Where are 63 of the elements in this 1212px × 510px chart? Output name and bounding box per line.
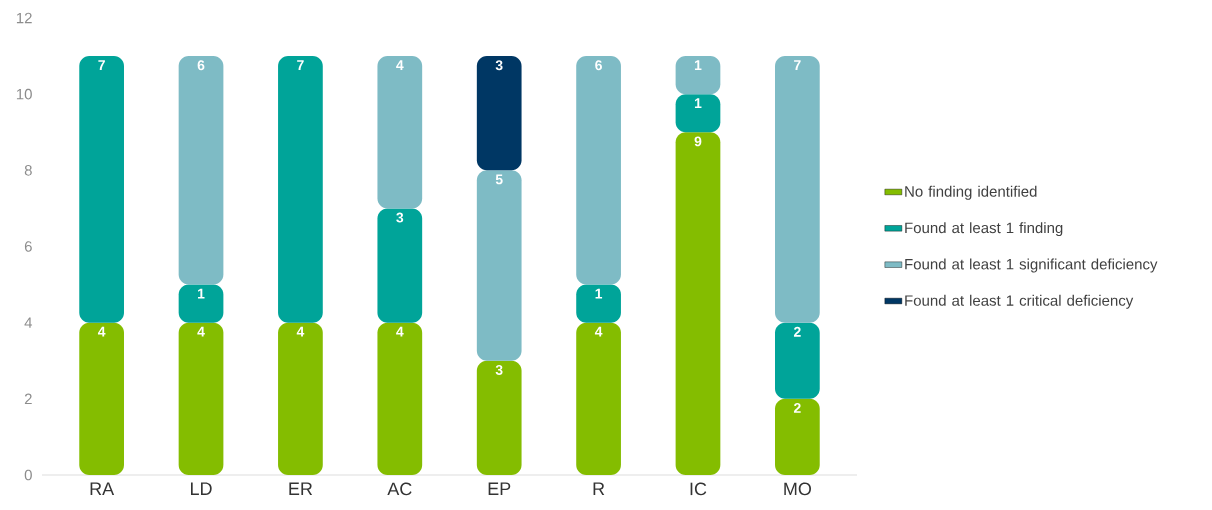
- legend-label: Found at least 1 critical deficiency: [905, 294, 1134, 309]
- x-tick-label: ER: [289, 482, 313, 495]
- data-label: 4: [97, 326, 106, 337]
- bar: [377, 322, 423, 475]
- bar: [675, 132, 721, 475]
- y-tick-label: 10: [16, 88, 32, 100]
- bar: [675, 94, 721, 133]
- data-label: 3: [495, 364, 503, 375]
- data-label: 1: [198, 288, 205, 299]
- data-label: 4: [594, 326, 603, 337]
- data-label: 2: [793, 403, 801, 413]
- bar: [675, 56, 721, 95]
- bar: [178, 322, 224, 475]
- y-tick-label: 0: [24, 469, 32, 481]
- bar: [775, 322, 820, 399]
- data-label: 9: [694, 136, 702, 147]
- bar: [775, 398, 820, 475]
- bar: [476, 56, 522, 171]
- x-tick-label: IC: [690, 482, 707, 496]
- y-tick-label: 6: [24, 241, 32, 252]
- x-tick-label: EP: [488, 482, 511, 495]
- data-label: 4: [197, 326, 205, 337]
- legend-label: Found at least 1 significant deficiency: [905, 258, 1158, 273]
- bar: [79, 322, 124, 475]
- data-label: 7: [794, 60, 801, 70]
- x-tick-label: RA: [90, 482, 115, 495]
- x-tick-label: R: [593, 482, 605, 495]
- bar: [576, 322, 621, 475]
- bar: [775, 56, 820, 323]
- bar: [576, 56, 621, 285]
- data-label: 4: [396, 326, 404, 337]
- bar: [278, 56, 323, 323]
- bar: [178, 56, 224, 285]
- data-label: 3: [495, 60, 503, 71]
- x-tick-label: AC: [387, 482, 412, 496]
- data-label: 6: [595, 60, 602, 71]
- y-tick-label: 12: [16, 12, 32, 24]
- data-label: 5: [495, 174, 503, 185]
- data-label: 2: [793, 326, 801, 337]
- data-label: 1: [694, 98, 702, 108]
- x-tick-label: MO: [784, 482, 811, 496]
- bar: [377, 208, 423, 323]
- bar: [476, 170, 522, 361]
- y-tick-label: 2: [24, 393, 32, 405]
- data-label: 1: [595, 288, 603, 299]
- bar: [576, 284, 621, 323]
- legend-label: Found at least 1 finding: [905, 222, 1063, 237]
- data-label: 4: [396, 60, 404, 70]
- y-tick-label: 8: [24, 165, 32, 176]
- data-label: 6: [197, 60, 205, 71]
- data-label: 7: [297, 60, 304, 70]
- data-label: 1: [694, 60, 702, 70]
- data-label: 7: [98, 60, 105, 70]
- bar: [278, 322, 323, 475]
- x-tick-label: LD: [191, 482, 212, 495]
- bar: [377, 56, 423, 209]
- data-label: 4: [296, 326, 305, 337]
- y-tick-label: 4: [24, 317, 33, 328]
- legend-label: No finding identified: [905, 185, 1037, 200]
- bar: [476, 360, 522, 475]
- bar: [79, 56, 124, 323]
- data-label: 3: [396, 212, 404, 223]
- bar: [178, 284, 224, 323]
